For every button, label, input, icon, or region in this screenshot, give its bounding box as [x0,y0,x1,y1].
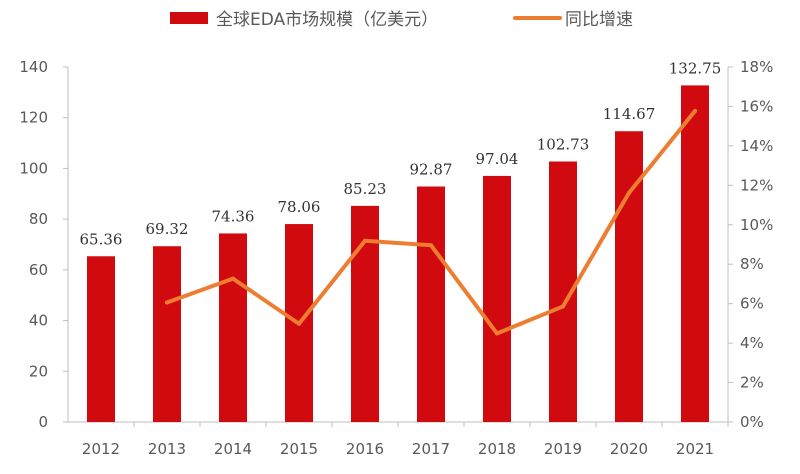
y-right-tick-label: 6% [740,295,764,313]
x-tick-label: 2019 [544,440,582,458]
data-label-2020: 114.67 [603,105,656,123]
x-tick-label: 2013 [148,440,186,458]
x-tick-label: 2014 [214,440,252,458]
bar-2014 [219,233,247,422]
growth-point-2021 [693,108,697,113]
growth-point-2013 [165,300,169,305]
data-label-2018: 97.04 [476,150,519,168]
y-left-tick-label: 40 [29,312,48,330]
x-tick-label: 2021 [676,440,714,458]
x-tick-label: 2016 [346,440,384,458]
data-label-2014: 74.36 [212,207,255,225]
legend-label-line: 同比增速 [565,10,633,30]
y-right-tick-label: 0% [740,413,764,431]
legend: 全球EDA市场规模（亿美元） 同比增速 [170,10,633,30]
y-left-tick-label: 80 [29,210,48,228]
bar-2020 [615,131,643,422]
y-right-tick-label: 16% [740,97,773,115]
y-left-tick-label: 100 [19,159,48,177]
data-label-2016: 85.23 [344,180,387,198]
data-label-2012: 65.36 [80,230,123,248]
bar-2018 [483,175,511,422]
bar-2013 [153,246,181,422]
x-tick-label: 2018 [478,440,516,458]
data-label-2013: 69.32 [146,220,189,238]
bar-2012 [87,256,115,422]
growth-point-2017 [429,243,433,248]
y-right-tick-label: 12% [740,176,773,194]
y-right-tick-label: 18% [740,58,773,76]
growth-point-2020 [627,190,631,195]
x-tick-label: 2012 [82,440,120,458]
y-right-tick-label: 8% [740,255,764,273]
growth-point-2018 [495,331,499,336]
x-tick-label: 2020 [610,440,648,458]
y-left-tick-label: 120 [19,109,48,127]
y-right-tick-label: 14% [740,137,773,155]
bar-2016 [351,205,379,422]
y-left-tick-label: 60 [29,261,48,279]
growth-point-2016 [363,238,367,243]
data-label-2015: 78.06 [278,198,321,216]
x-tick-label: 2015 [280,440,318,458]
y-right-tick-label: 2% [740,374,764,392]
y-left-tick-label: 140 [19,58,48,76]
growth-point-2014 [231,276,235,281]
data-label-2021: 132.75 [669,59,722,77]
y-left-tick-label: 20 [29,362,48,380]
bar-2017 [417,186,445,422]
y-right-tick-label: 10% [740,216,773,234]
legend-swatch-bar [170,12,208,24]
data-label-2017: 92.87 [410,161,453,179]
growth-point-2019 [561,304,565,309]
data-label-2019: 102.73 [537,136,590,154]
x-tick-label: 2017 [412,440,450,458]
y-left-tick-label: 0 [38,413,48,431]
bar-2021 [681,85,709,423]
growth-point-2015 [297,321,301,326]
y-right-tick-label: 4% [740,334,764,352]
legend-label-bar: 全球EDA市场规模（亿美元） [216,10,438,30]
